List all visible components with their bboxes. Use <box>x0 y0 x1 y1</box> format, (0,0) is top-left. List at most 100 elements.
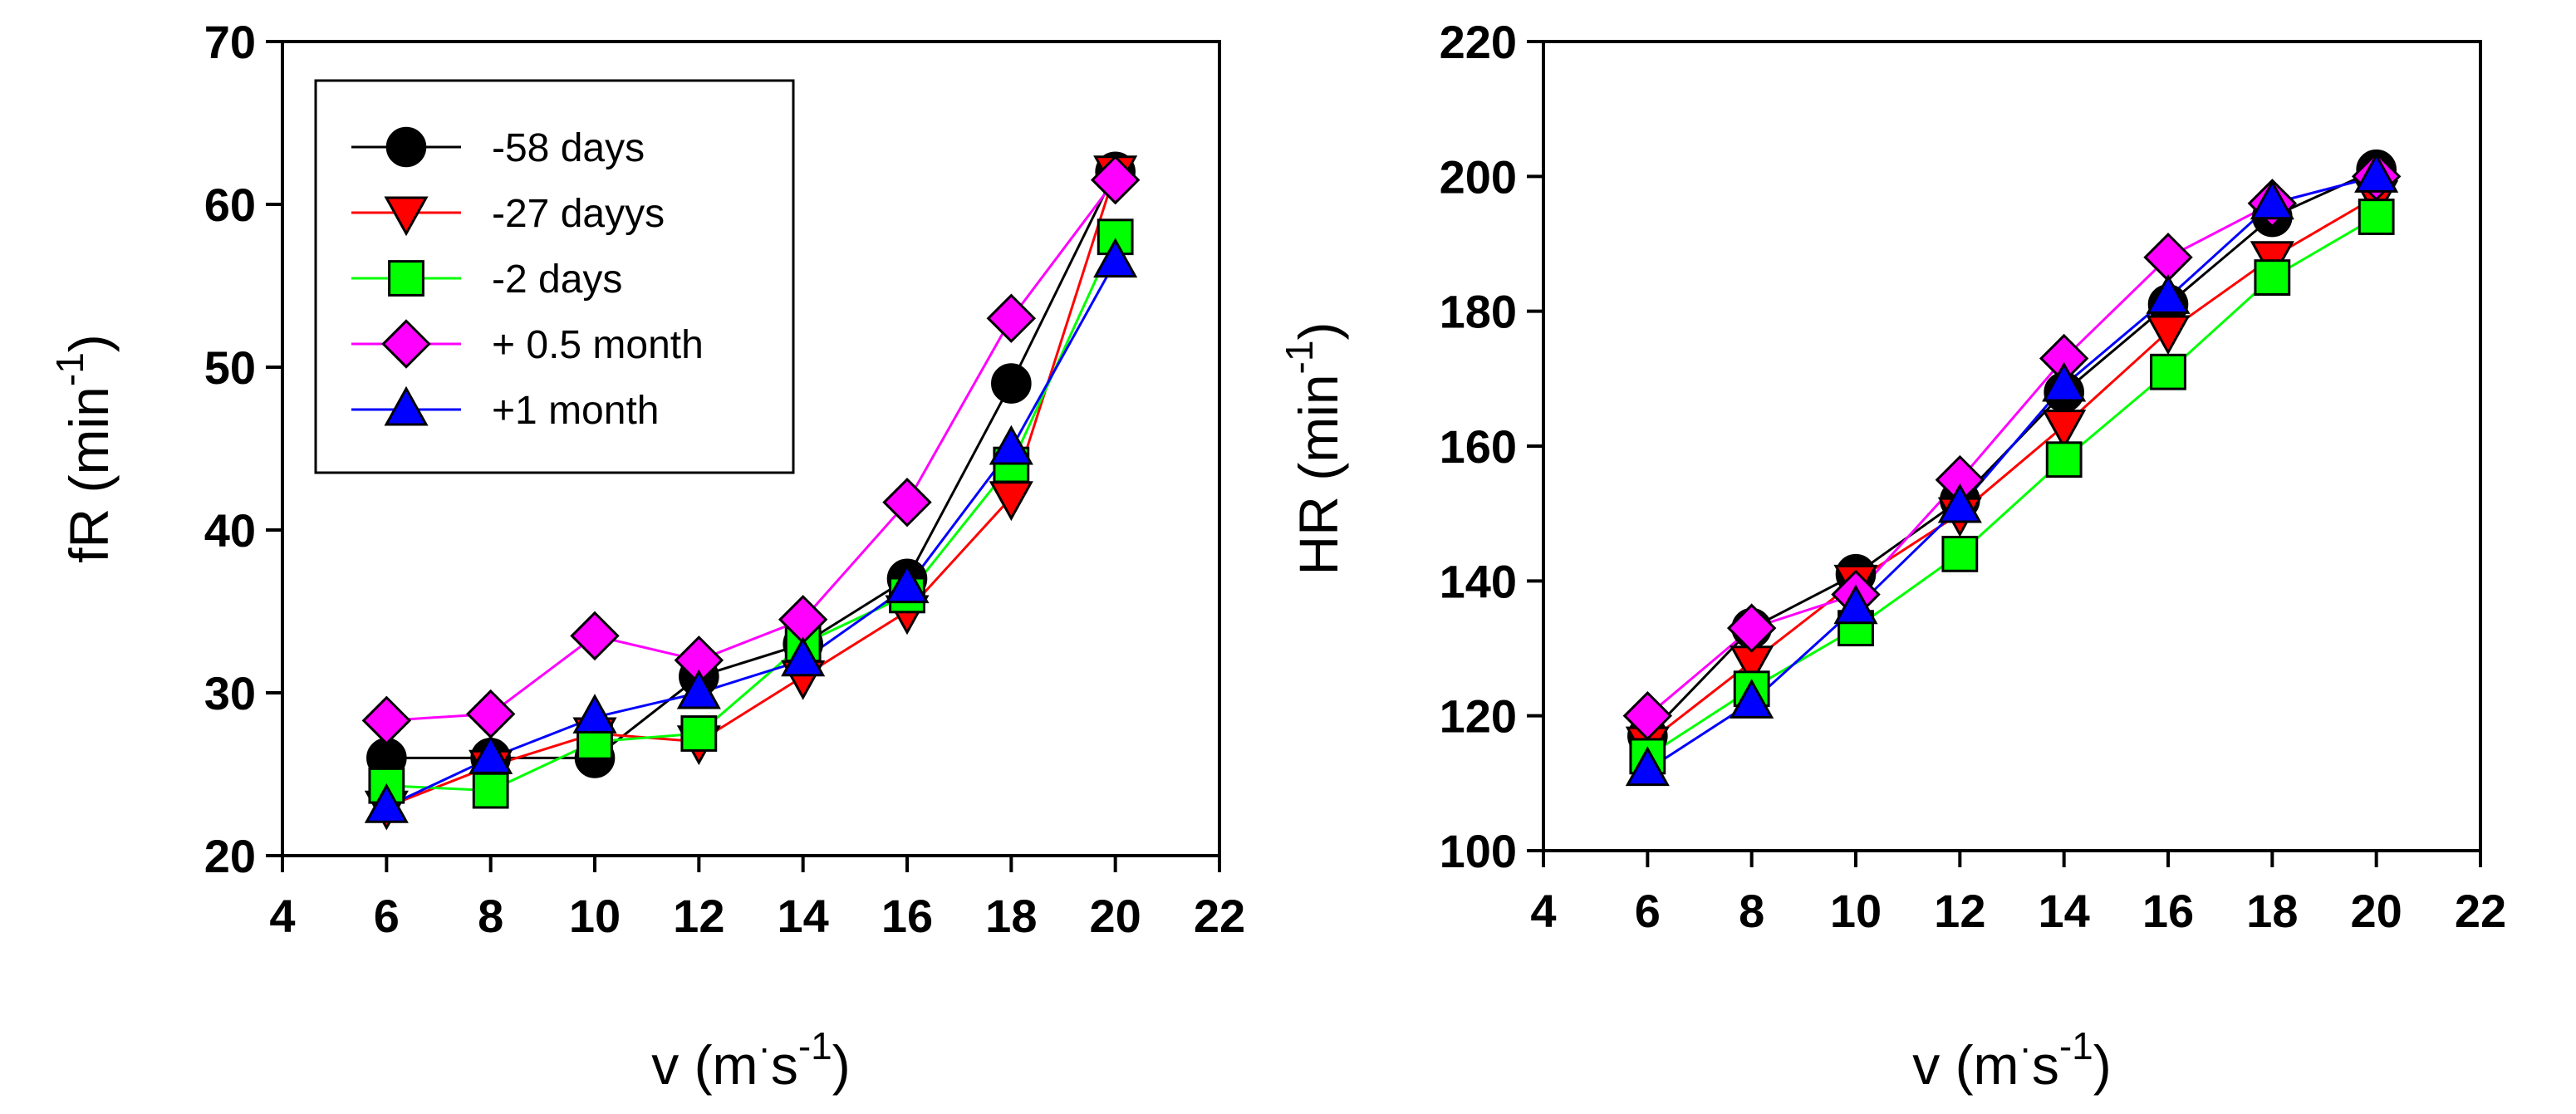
fr-x-tick-label: 6 <box>374 890 400 942</box>
hr-y-tick-label: 120 <box>1440 690 1517 743</box>
hr-x-tick-label: 16 <box>2142 885 2194 937</box>
fr-plot-frame <box>281 40 1221 857</box>
hr-x-tick-label: 10 <box>1830 885 1882 937</box>
fr-data-point-2-days <box>680 715 718 752</box>
fr-x-tick-label: 18 <box>985 890 1037 942</box>
fr-y-axis-title: fR (min-1) <box>48 334 120 563</box>
fr-x-tick-label: 4 <box>269 890 295 942</box>
hr-y-axis-title-main: HR (min <box>1288 374 1349 575</box>
legend-marker-1-month <box>384 385 429 426</box>
fr-data-point-0-5-month <box>361 695 412 746</box>
hr-y-tick-label: 200 <box>1440 150 1517 203</box>
fr-y-axis: 20 30 40 50 60 70 <box>204 16 282 882</box>
fr-data-point-0-5-month <box>882 477 932 528</box>
hr-x-axis-title-dot: · <box>2019 1026 2032 1069</box>
hr-data-point-2-days <box>1941 535 1979 572</box>
fr-data-point-0-5-month <box>570 611 620 661</box>
fr-y-tick-label: 50 <box>204 341 256 394</box>
hr-x-tick-label: 8 <box>1739 885 1764 937</box>
hr-x-tick-label: 12 <box>1934 885 1985 937</box>
fr-data-point-1-month <box>781 636 826 677</box>
hr-data-point-1-month <box>1937 483 1982 523</box>
hr-data-point-1-month <box>2042 361 2087 402</box>
hr-data-point-1-month <box>1730 679 1774 719</box>
fr-y-axis-title-main: fR (min <box>58 386 120 563</box>
legend-label-27-dayys: -27 dayys <box>492 192 665 236</box>
hr-data-point-1-month <box>1833 584 1878 625</box>
legend-marker-58-days <box>385 126 427 168</box>
hr-data-point-27-dayys <box>2042 410 2087 449</box>
fr-x-tick-label: 10 <box>569 890 621 942</box>
fr-y-axis-title-close: ) <box>58 334 120 352</box>
fr-legend: -58 days -27 dayys -2 days + 0.5 month +1 mo… <box>314 79 795 474</box>
fr-data-point-1-month <box>469 734 513 774</box>
fr-data-point-1-month <box>885 563 930 604</box>
fr-x-tick-label: 14 <box>778 890 829 942</box>
hr-x-axis-title-close: ) <box>2093 1034 2112 1096</box>
legend-label-1-month: +1 month <box>492 389 659 433</box>
fr-chart: 20 30 40 50 60 70 4 6 8 10 12 14 16 18 20 22 fR (min-1… <box>48 16 1245 1096</box>
fr-data-point-1-month <box>572 694 617 734</box>
hr-y-tick-label: 100 <box>1440 825 1517 877</box>
legend-label-58-days: -58 days <box>492 126 645 170</box>
fr-x-tick-label: 20 <box>1090 890 1141 942</box>
fr-data-point-1-month <box>364 783 409 823</box>
hr-x-tick-label: 20 <box>2351 885 2402 937</box>
fr-x-axis-title-close: ) <box>832 1034 851 1096</box>
hr-x-tick-label: 14 <box>2039 885 2090 937</box>
hr-y-tick-label: 220 <box>1440 16 1517 68</box>
fr-x-axis: 4 6 8 10 12 14 16 18 20 22 <box>269 856 1245 942</box>
hr-data-point-1-month <box>2146 274 2191 314</box>
hr-y-axis: 100 120 140 160 180 200 220 <box>1440 16 1543 877</box>
hr-y-axis-title-sup: -1 <box>1278 341 1321 375</box>
fr-y-tick-label: 20 <box>204 830 256 882</box>
fr-x-axis-title: v (m·s-1) <box>651 1024 851 1096</box>
hr-data-point-1-month <box>2354 153 2399 193</box>
hr-data-point-0-5-month <box>1726 603 1777 653</box>
fr-y-tick-label: 30 <box>204 667 256 719</box>
hr-data-point-1-month <box>2250 179 2294 220</box>
hr-x-tick-label: 22 <box>2455 885 2506 937</box>
fr-y-axis-title-sup: -1 <box>48 352 91 386</box>
legend-marker-0-5-month <box>381 319 431 369</box>
legend-entries: -58 days -27 dayys -2 days + 0.5 month +1 mo… <box>351 126 704 433</box>
fr-data-layer <box>361 151 1141 831</box>
hr-data-layer <box>1622 149 2402 787</box>
hr-x-axis-title: v (m·s-1) <box>1912 1024 2112 1096</box>
legend-label-2-days: -2 days <box>492 258 622 302</box>
hr-y-axis-title-close: ) <box>1288 322 1349 341</box>
fr-data-point-0-5-month <box>465 689 516 739</box>
hr-data-point-1-month <box>1625 746 1670 787</box>
hr-data-point-27-dayys <box>2146 315 2191 356</box>
hr-data-point-2-days <box>2045 441 2083 478</box>
fr-x-tick-label: 12 <box>673 890 724 942</box>
hr-x-tick-label: 6 <box>1635 885 1661 937</box>
fr-x-tick-label: 16 <box>881 890 933 942</box>
hr-y-tick-label: 140 <box>1440 555 1517 607</box>
fr-x-axis-title-main: v (m <box>651 1034 758 1096</box>
hr-y-axis-title: HR (min-1) <box>1278 322 1349 576</box>
fr-y-tick-label: 70 <box>204 16 256 68</box>
hr-x-axis: 4 6 8 10 12 14 16 18 20 22 <box>1530 851 2506 937</box>
fr-data-point-1-month <box>1093 238 1138 278</box>
fr-data-point-58-days <box>991 363 1032 404</box>
fr-series-line-0-5-month <box>386 179 1116 722</box>
fr-data-point-2-days <box>472 772 509 809</box>
fr-x-tick-label: 8 <box>478 890 503 942</box>
fr-x-tick-label: 22 <box>1194 890 1245 942</box>
fr-x-axis-title-s: s <box>771 1034 798 1096</box>
legend-marker-27-dayys <box>384 196 429 237</box>
hr-x-tick-label: 18 <box>2246 885 2298 937</box>
hr-data-point-0-5-month <box>1622 690 1673 741</box>
fr-y-tick-label: 60 <box>204 179 256 231</box>
hr-x-axis-title-s: s <box>2032 1034 2059 1096</box>
legend-label-0-5-month: + 0.5 month <box>492 323 704 367</box>
legend-marker-2-days <box>388 260 424 297</box>
fr-y-tick-label: 40 <box>204 504 256 557</box>
hr-x-axis-title-sup: -1 <box>2059 1024 2093 1067</box>
hr-data-point-2-days <box>2254 259 2291 296</box>
hr-y-tick-label: 180 <box>1440 286 1517 338</box>
fr-data-point-0-5-month <box>1090 155 1141 205</box>
